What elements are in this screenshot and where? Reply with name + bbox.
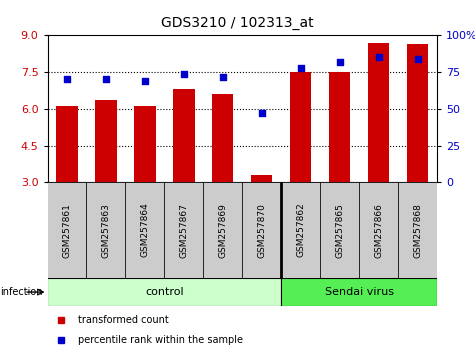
Text: GSM257864: GSM257864 <box>141 203 149 257</box>
Text: GSM257863: GSM257863 <box>102 202 110 258</box>
Text: infection: infection <box>0 287 43 297</box>
Bar <box>164 182 203 278</box>
Text: transformed count: transformed count <box>78 315 169 325</box>
Bar <box>290 72 312 182</box>
Text: GSM257862: GSM257862 <box>296 203 305 257</box>
Bar <box>86 182 125 278</box>
Point <box>297 65 304 70</box>
Text: percentile rank within the sample: percentile rank within the sample <box>78 335 243 345</box>
Text: GSM257866: GSM257866 <box>374 202 383 258</box>
Bar <box>320 182 359 278</box>
Bar <box>398 182 437 278</box>
Point <box>375 55 382 60</box>
Point <box>180 71 188 76</box>
Bar <box>281 182 320 278</box>
Text: GSM257870: GSM257870 <box>257 202 266 258</box>
Bar <box>407 44 428 182</box>
Text: GSM257865: GSM257865 <box>335 202 344 258</box>
Point <box>63 76 71 82</box>
Bar <box>95 100 117 182</box>
Bar <box>212 94 234 182</box>
Bar <box>173 89 195 182</box>
Bar <box>329 72 351 182</box>
Text: GSM257868: GSM257868 <box>413 202 422 258</box>
Bar <box>359 182 398 278</box>
Bar <box>368 43 390 182</box>
Point <box>102 76 110 82</box>
Point <box>141 78 149 84</box>
Point <box>336 59 343 65</box>
Text: control: control <box>145 287 184 297</box>
Bar <box>203 182 242 278</box>
Text: GSM257869: GSM257869 <box>218 202 227 258</box>
Text: GSM257861: GSM257861 <box>63 202 71 258</box>
Bar <box>125 182 164 278</box>
Point <box>414 56 421 62</box>
Bar <box>242 182 281 278</box>
Bar <box>48 182 86 278</box>
Point <box>258 110 266 116</box>
Text: Sendai virus: Sendai virus <box>324 287 394 297</box>
Bar <box>281 278 437 306</box>
Point <box>219 74 227 79</box>
Bar <box>56 107 78 182</box>
Bar <box>251 175 273 182</box>
Text: GSM257867: GSM257867 <box>180 202 188 258</box>
Bar <box>134 107 156 182</box>
Text: GDS3210 / 102313_at: GDS3210 / 102313_at <box>161 16 314 30</box>
Bar <box>48 278 281 306</box>
